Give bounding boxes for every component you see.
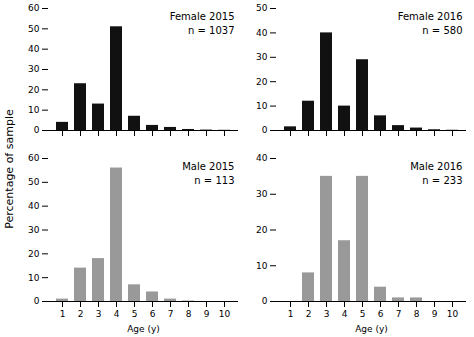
svg-text:Age (y): Age (y) bbox=[355, 324, 388, 334]
svg-text:50: 50 bbox=[28, 24, 40, 34]
svg-text:10: 10 bbox=[28, 273, 40, 283]
svg-text:40: 40 bbox=[28, 44, 40, 54]
svg-text:0: 0 bbox=[262, 296, 268, 306]
svg-text:Female 2015n = 1037: Female 2015n = 1037 bbox=[170, 11, 235, 36]
svg-text:1: 1 bbox=[288, 309, 294, 319]
svg-text:7: 7 bbox=[168, 309, 174, 319]
svg-text:10: 10 bbox=[447, 309, 459, 319]
svg-text:10: 10 bbox=[219, 309, 231, 319]
svg-text:6: 6 bbox=[150, 309, 156, 319]
svg-text:30: 30 bbox=[256, 52, 268, 62]
svg-text:20: 20 bbox=[256, 225, 268, 235]
svg-text:6: 6 bbox=[378, 309, 384, 319]
svg-text:50: 50 bbox=[28, 177, 40, 187]
svg-text:9: 9 bbox=[204, 309, 210, 319]
svg-text:8: 8 bbox=[186, 309, 192, 319]
svg-text:30: 30 bbox=[256, 189, 268, 199]
svg-text:10: 10 bbox=[256, 261, 268, 271]
svg-text:10: 10 bbox=[28, 105, 40, 115]
html-text:Percentage of sample: Percentage of sample bbox=[2, 108, 16, 229]
svg-text:20: 20 bbox=[28, 85, 40, 95]
svg-text:20: 20 bbox=[28, 249, 40, 259]
svg-text:3: 3 bbox=[324, 309, 330, 319]
svg-text:10: 10 bbox=[256, 101, 268, 111]
svg-text:40: 40 bbox=[256, 153, 268, 163]
svg-text:30: 30 bbox=[28, 64, 40, 74]
svg-text:Age (y): Age (y) bbox=[127, 324, 160, 334]
svg-text:Male 2016n = 233: Male 2016n = 233 bbox=[410, 161, 462, 186]
svg-text:Female 2016n = 580: Female 2016n = 580 bbox=[398, 11, 463, 36]
svg-text:2: 2 bbox=[78, 309, 84, 319]
svg-text:0: 0 bbox=[34, 125, 40, 135]
svg-text:5: 5 bbox=[132, 309, 138, 319]
svg-text:2: 2 bbox=[306, 309, 312, 319]
svg-text:30: 30 bbox=[28, 225, 40, 235]
svg-text:40: 40 bbox=[28, 201, 40, 211]
svg-text:3: 3 bbox=[96, 309, 102, 319]
svg-text:9: 9 bbox=[432, 309, 438, 319]
svg-text:50: 50 bbox=[256, 3, 268, 13]
svg-text:1: 1 bbox=[60, 309, 66, 319]
svg-text:20: 20 bbox=[256, 77, 268, 87]
svg-text:0: 0 bbox=[34, 296, 40, 306]
svg-text:0: 0 bbox=[262, 125, 268, 135]
svg-text:5: 5 bbox=[360, 309, 366, 319]
svg-text:Male 2015n = 113: Male 2015n = 113 bbox=[182, 161, 234, 186]
svg-text:4: 4 bbox=[114, 309, 120, 319]
svg-text:4: 4 bbox=[342, 309, 348, 319]
svg-text:60: 60 bbox=[28, 153, 40, 163]
svg-text:60: 60 bbox=[28, 3, 40, 13]
svg-text:8: 8 bbox=[414, 309, 420, 319]
svg-text:7: 7 bbox=[396, 309, 402, 319]
svg-text:40: 40 bbox=[256, 28, 268, 38]
